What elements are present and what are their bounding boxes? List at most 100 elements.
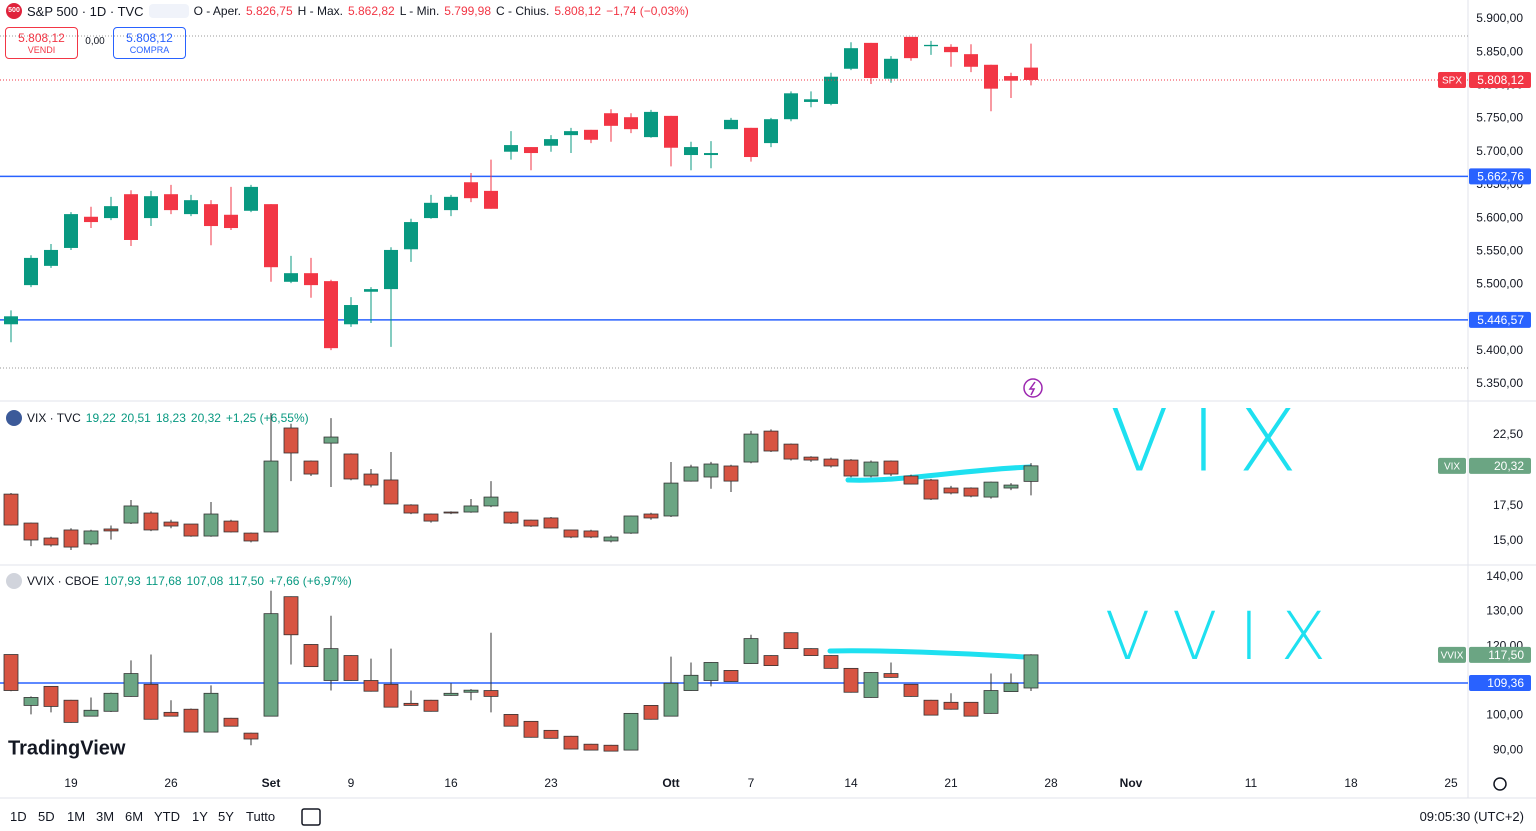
y-tick-label: 5.700,00 <box>1476 144 1523 158</box>
sell-button[interactable]: 5.808,12 VENDI <box>5 27 78 59</box>
settings-icon[interactable] <box>1493 777 1507 791</box>
candle-body <box>623 712 639 751</box>
candle-body <box>423 699 439 712</box>
range-button[interactable]: Tutto <box>246 809 276 824</box>
candle-body <box>643 513 659 519</box>
candle-body <box>383 479 399 505</box>
legend-value: 117,50 <box>228 574 265 588</box>
candle-body <box>524 147 538 154</box>
candle-body <box>143 683 159 720</box>
candle-body <box>623 515 639 534</box>
drawing-line[interactable] <box>827 648 1028 660</box>
candle-body <box>124 194 138 240</box>
symbol-title[interactable]: S&P 500 · 1D · TVC <box>27 3 144 19</box>
handwritten-note[interactable]: VIX <box>1110 392 1319 492</box>
x-tick-label: 14 <box>844 776 858 790</box>
candle-body <box>64 214 78 248</box>
last-name-tag <box>1438 646 1466 663</box>
candle-body <box>764 119 778 144</box>
candle-body <box>804 99 818 102</box>
legend-value: 117,68 <box>145 574 182 588</box>
candle-body <box>844 48 858 69</box>
range-button[interactable]: 1M <box>67 809 86 824</box>
range-button[interactable]: 1D <box>10 809 27 824</box>
candle-body <box>624 117 638 130</box>
legend-key: L - Min. <box>399 4 440 18</box>
candle-body <box>884 58 898 79</box>
candle-body <box>484 190 498 209</box>
x-tick-label: Set <box>262 776 281 790</box>
candle-body <box>543 517 559 529</box>
event-icon[interactable] <box>1023 378 1043 398</box>
candle-body <box>183 523 199 537</box>
range-button[interactable]: 5D <box>38 809 55 824</box>
candle-body <box>744 127 758 158</box>
candle-body <box>43 685 59 707</box>
candle-body <box>883 673 899 678</box>
candle-body <box>923 699 939 716</box>
drawing-line[interactable] <box>845 464 1033 483</box>
candle-body <box>444 196 458 211</box>
candle-body <box>704 153 718 156</box>
candle-body <box>564 131 578 136</box>
candle-body <box>763 655 779 666</box>
x-tick-label: 25 <box>1444 776 1458 790</box>
last-price-tag <box>1469 71 1531 88</box>
candle-body <box>83 530 99 545</box>
candle-body <box>163 521 179 527</box>
candle-body <box>123 505 139 524</box>
symbol-title[interactable]: VIX · TVC <box>27 411 81 425</box>
candle-body <box>63 529 79 548</box>
candle-body <box>843 667 859 693</box>
legend-value: 5.799,98 <box>444 4 491 18</box>
candle-body <box>944 46 958 53</box>
candle-body <box>683 674 699 691</box>
range-button[interactable]: 6M <box>125 809 144 824</box>
candle-body <box>1023 654 1039 689</box>
candle-body <box>23 522 39 541</box>
range-button[interactable]: YTD <box>154 809 180 824</box>
candle-body <box>984 64 998 89</box>
pill[interactable] <box>148 4 189 18</box>
candle-body <box>703 463 719 478</box>
candle-body <box>803 456 819 461</box>
candle-body <box>763 430 779 452</box>
range-button[interactable]: 1Y <box>192 809 208 824</box>
candle-body <box>203 692 219 733</box>
candle-body <box>783 632 799 650</box>
x-tick-label: 21 <box>944 776 958 790</box>
candle-body <box>784 93 798 120</box>
candle-body <box>743 433 759 463</box>
candle-body <box>1004 76 1018 81</box>
sell-price: 5.808,12 <box>18 31 65 45</box>
candle-body <box>583 743 599 751</box>
range-button[interactable]: 3M <box>96 809 115 824</box>
y-tick-label: 5.550,00 <box>1476 243 1523 257</box>
candle-body <box>3 654 19 691</box>
symbol-title[interactable]: VVIX · CBOE <box>27 574 100 588</box>
candle-body <box>683 466 699 482</box>
sell-label: VENDI <box>27 45 56 55</box>
x-tick-label: Ott <box>662 776 679 790</box>
y-tick-label: 100,00 <box>1486 708 1523 722</box>
candle-body <box>164 194 178 211</box>
candle-body <box>643 705 659 720</box>
candle-body <box>63 699 79 723</box>
candle-body <box>344 305 358 325</box>
range-button[interactable]: 5Y <box>218 809 234 824</box>
candle-body <box>903 475 919 485</box>
x-tick-label: 16 <box>444 776 458 790</box>
candle-body <box>924 44 938 47</box>
buy-button[interactable]: 5.808,12 COMPRA <box>113 27 186 59</box>
candle-body <box>363 680 379 692</box>
handwritten-note[interactable]: VVIX <box>1105 598 1348 675</box>
date-range-icon[interactable] <box>301 808 321 826</box>
candle-body <box>283 427 299 454</box>
candle-body <box>1024 67 1038 80</box>
candle-body <box>323 648 339 681</box>
candle-body <box>43 537 59 546</box>
legend: VIX · TVC 19,22 20,51 18,23 20,32 +1,25 (+6,… <box>6 410 309 426</box>
candle-body <box>263 613 279 717</box>
price-tag <box>1469 311 1531 328</box>
y-tick-label: 17,50 <box>1493 498 1523 512</box>
